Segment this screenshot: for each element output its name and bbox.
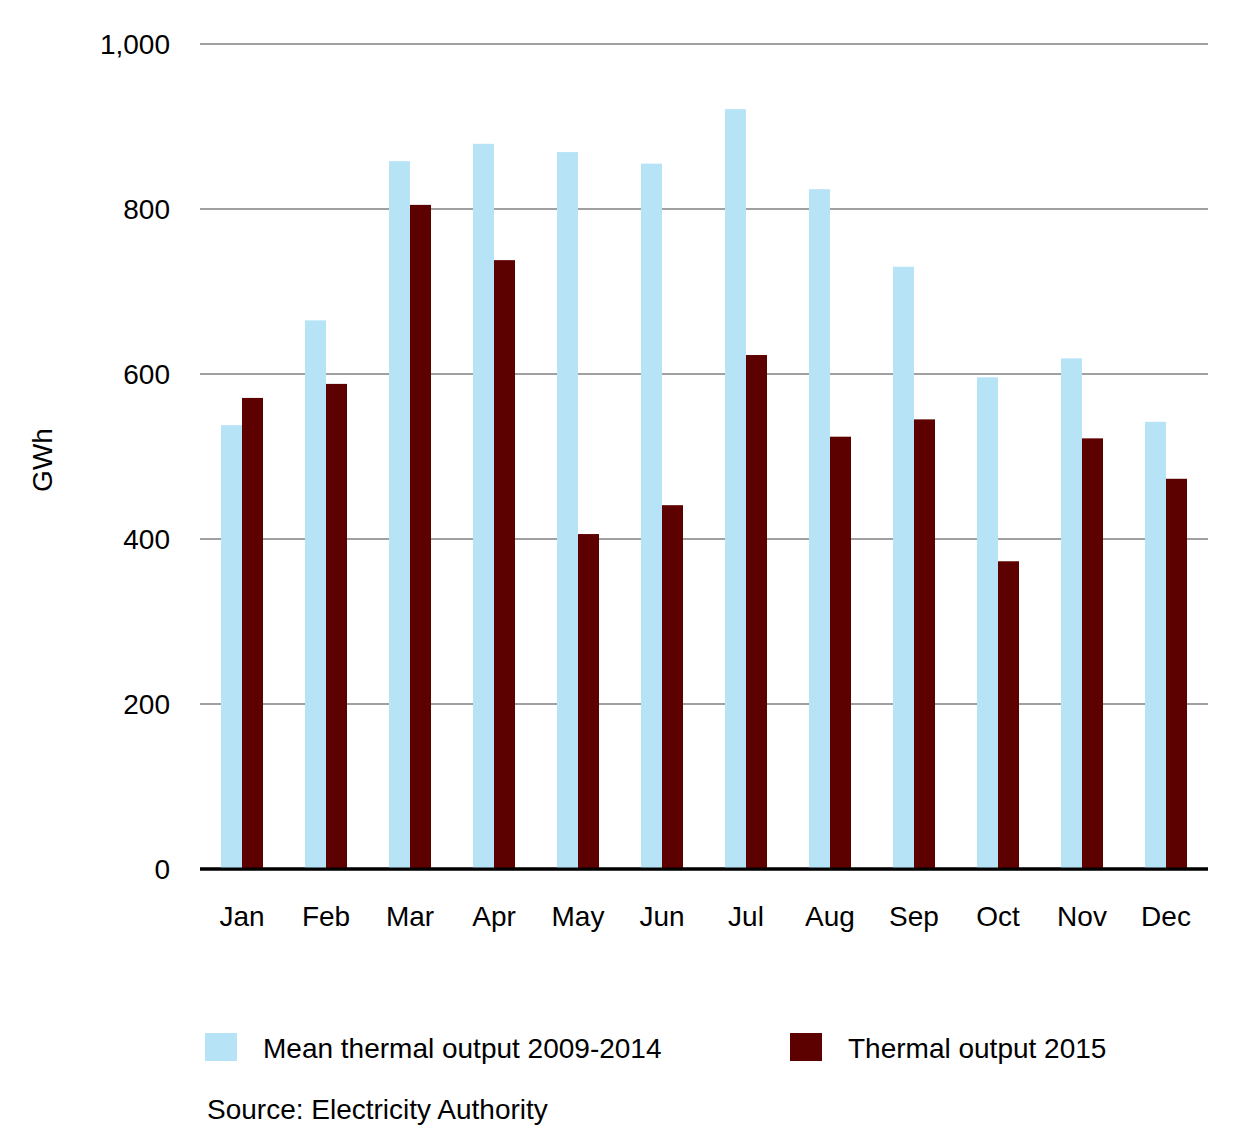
x-tick-label: Dec [1141, 901, 1191, 932]
bar [221, 425, 242, 869]
baseline [200, 868, 1208, 871]
bar [1145, 422, 1166, 869]
legend-label: Mean thermal output 2009-2014 [263, 1033, 662, 1064]
y-tick-label: 1,000 [100, 29, 170, 60]
legend-swatch [790, 1033, 822, 1061]
grid-line [200, 538, 1208, 540]
x-tick-label: Jan [219, 901, 264, 932]
y-tick-label: 800 [123, 194, 170, 225]
y-axis-label: GWh [27, 428, 58, 492]
bar [914, 419, 935, 869]
x-axis-line [200, 868, 1208, 871]
grid-line [200, 43, 1208, 45]
x-tick-label: Apr [472, 901, 516, 932]
y-tick-label: 400 [123, 524, 170, 555]
bar [893, 267, 914, 869]
bars [221, 109, 1187, 869]
bar [641, 164, 662, 869]
bar [242, 398, 263, 869]
bar [326, 384, 347, 869]
bar [998, 561, 1019, 869]
bar [473, 144, 494, 869]
bar [1061, 358, 1082, 869]
x-tick-label: May [552, 901, 605, 932]
bar [389, 161, 410, 869]
x-tick-label: Mar [386, 901, 434, 932]
bar [494, 260, 515, 869]
bar [557, 152, 578, 869]
bar [1166, 479, 1187, 869]
bar [746, 355, 767, 869]
x-tick-label: Jul [728, 901, 764, 932]
grid-line [200, 703, 1208, 705]
x-tick-label: Aug [805, 901, 855, 932]
bar [662, 505, 683, 869]
grid-line [200, 373, 1208, 375]
bar [809, 189, 830, 869]
chart: 0 200 400 600 800 1,000 GWh Jan Feb Mar Apr May Jun J… [0, 0, 1238, 1131]
x-tick-label: Nov [1057, 901, 1107, 932]
bar [410, 205, 431, 869]
x-tick-label: Sep [889, 901, 939, 932]
bar [830, 437, 851, 869]
x-tick-label: Oct [976, 901, 1020, 932]
source-note: Source: Electricity Authority [207, 1094, 548, 1125]
y-tick-label: 0 [154, 854, 170, 885]
bar [977, 377, 998, 869]
x-tick-label: Jun [639, 901, 684, 932]
y-tick-label: 200 [123, 689, 170, 720]
legend-swatch [205, 1033, 237, 1061]
bar [1082, 438, 1103, 869]
bar [725, 109, 746, 869]
grid-line [200, 208, 1208, 210]
bar [305, 320, 326, 869]
x-tick-label: Feb [302, 901, 350, 932]
y-tick-label: 600 [123, 359, 170, 390]
bar [578, 534, 599, 869]
y-axis-line [200, 44, 201, 869]
legend-label: Thermal output 2015 [848, 1033, 1106, 1064]
